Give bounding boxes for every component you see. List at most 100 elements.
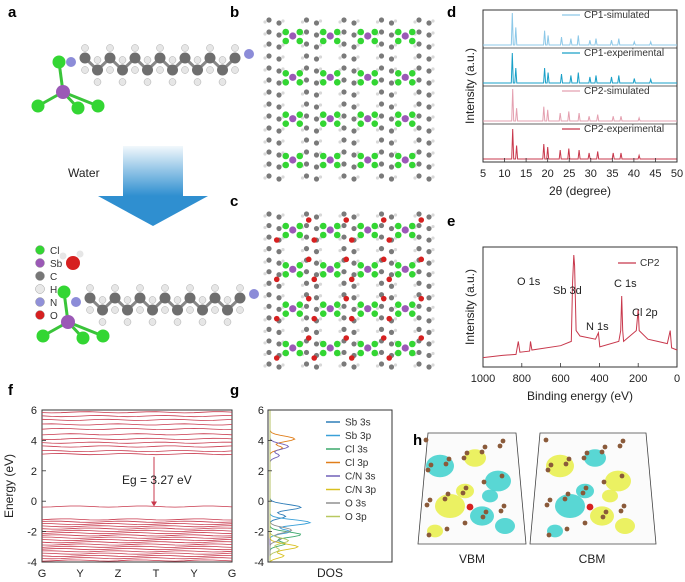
bottom-carbon (234, 292, 246, 304)
crystal-b-chlorine (296, 79, 304, 86)
crystal-c-chlorine (282, 271, 290, 278)
top-carbon (217, 64, 228, 76)
xrd-legend-label: CP2-experimental (584, 124, 664, 135)
crystal-c-chlorine (408, 340, 416, 348)
crystal-c-hydrogen (431, 340, 435, 344)
crystal-c-carbon (378, 349, 385, 356)
crystal-b-carbon (303, 161, 310, 167)
crystal-b-carbon (351, 92, 357, 98)
crystal-b-chlorine (333, 37, 341, 45)
crystal-b-carbon (426, 104, 432, 110)
crystal-b-chlorine (357, 152, 365, 160)
crystal-c-hydrogen (318, 317, 323, 321)
band-y-tick-label: -4 (27, 557, 37, 569)
bottom-carbon (197, 304, 208, 316)
crystal-c-carbon (341, 326, 347, 332)
vbm-atom (444, 526, 450, 532)
crystal-c-antimony (401, 344, 409, 352)
crystal-c-carbon (276, 306, 282, 312)
crystal-c-hydrogen (375, 237, 380, 241)
crystal-c-carbon (313, 249, 320, 255)
crystal-b-chlorine (357, 70, 365, 77)
crystal-b-carbon (303, 29, 310, 35)
crystal-b-carbon (266, 53, 272, 59)
crystal-c-chlorine (371, 262, 379, 269)
crystal-b-hydrogen (356, 175, 360, 179)
xrd-tick-label: 15 (520, 168, 532, 180)
dos-legend-label: C/N 3s (345, 472, 376, 483)
bottom-hydrogen (211, 284, 219, 292)
band-line (41, 423, 233, 426)
crystal-b-carbon (341, 29, 347, 35)
crystal-b-hydrogen (356, 103, 360, 107)
crystal-b-chlorine (408, 152, 416, 160)
crystal-b-carbon (276, 80, 282, 86)
cbm-atom (565, 491, 571, 497)
crystal-b-carbon (341, 17, 347, 23)
band-line (41, 453, 233, 456)
crystal-c-carbon (426, 352, 432, 359)
crystal-b-chlorine (319, 111, 327, 118)
crystal-c-oxygen (418, 256, 425, 263)
crystal-b-hydrogen (413, 128, 417, 132)
bottom-chlorine (57, 285, 71, 299)
crystal-b-carbon (378, 161, 385, 167)
crystal-c-hydrogen (300, 295, 305, 299)
crystal-c-carbon (378, 211, 385, 217)
xps-tick-label: 600 (551, 373, 569, 385)
crystal-b-antimony (364, 156, 372, 164)
crystal-c-carbon (426, 341, 432, 347)
crystal-c-carbon (388, 306, 395, 312)
crystal-c-carbon (313, 306, 320, 312)
crystal-c-carbon (388, 272, 395, 278)
vbm-atom (462, 520, 468, 526)
crystal-b-hydrogen (431, 43, 435, 47)
crystal-c-oxygen (305, 295, 312, 302)
crystal-b-chlorine (296, 28, 304, 36)
crystal-c-chlorine (394, 271, 402, 278)
crystal-b-hydrogen (318, 91, 323, 95)
crystal-c-chlorine (394, 262, 402, 269)
crystal-c-carbon (378, 326, 385, 332)
crystal-c-hydrogen (281, 259, 285, 263)
crystal-b-carbon (378, 149, 385, 155)
crystal-c-oxygen (348, 276, 355, 283)
crystal-c-chlorine (296, 349, 304, 357)
crystal-c-antimony (326, 305, 334, 313)
crystal-b-carbon (313, 56, 320, 62)
panel-label-c: c (230, 193, 238, 210)
crystal-c-carbon (378, 315, 385, 321)
crystal-c-hydrogen (356, 248, 360, 252)
crystal-c-chlorine (357, 262, 365, 269)
cbm-atom (543, 437, 549, 443)
crystal-b-carbon (388, 92, 395, 98)
water-arrow-shaft (123, 146, 183, 196)
crystal-c-carbon (378, 280, 385, 286)
crystal-c-chlorine (371, 340, 379, 348)
dos-curve-o-3s (269, 410, 293, 562)
vbm-atom (460, 490, 466, 496)
crystal-b-carbon (341, 125, 347, 131)
cbm-atom (581, 455, 587, 461)
crystal-b-carbon (313, 44, 320, 50)
crystal-b-hydrogen (393, 67, 398, 71)
crystal-c-carbon (266, 315, 272, 321)
band-y-tick-label: 4 (31, 435, 37, 447)
crystal-b-chlorine (319, 70, 327, 77)
crystal-b-carbon (341, 161, 347, 167)
crystal-b-chlorine (333, 70, 341, 77)
crystal-b-carbon (276, 92, 282, 98)
xrd-xlabel: 2θ (degree) (549, 184, 611, 198)
crystal-b-hydrogen (281, 43, 285, 47)
crystal-b-chlorine (296, 120, 304, 127)
crystal-b-carbon (303, 41, 310, 47)
legend-swatch-o (35, 310, 45, 320)
crystal-b-carbon (341, 113, 347, 119)
crystal-c-carbon (266, 246, 272, 252)
crystal-c-carbon (351, 295, 357, 301)
crystal-b-carbon (313, 116, 320, 122)
cbm-atom (583, 485, 589, 491)
crystal-b-chlorine (357, 28, 365, 36)
top-hydrogen (131, 44, 139, 52)
crystal-b-carbon (388, 44, 395, 50)
